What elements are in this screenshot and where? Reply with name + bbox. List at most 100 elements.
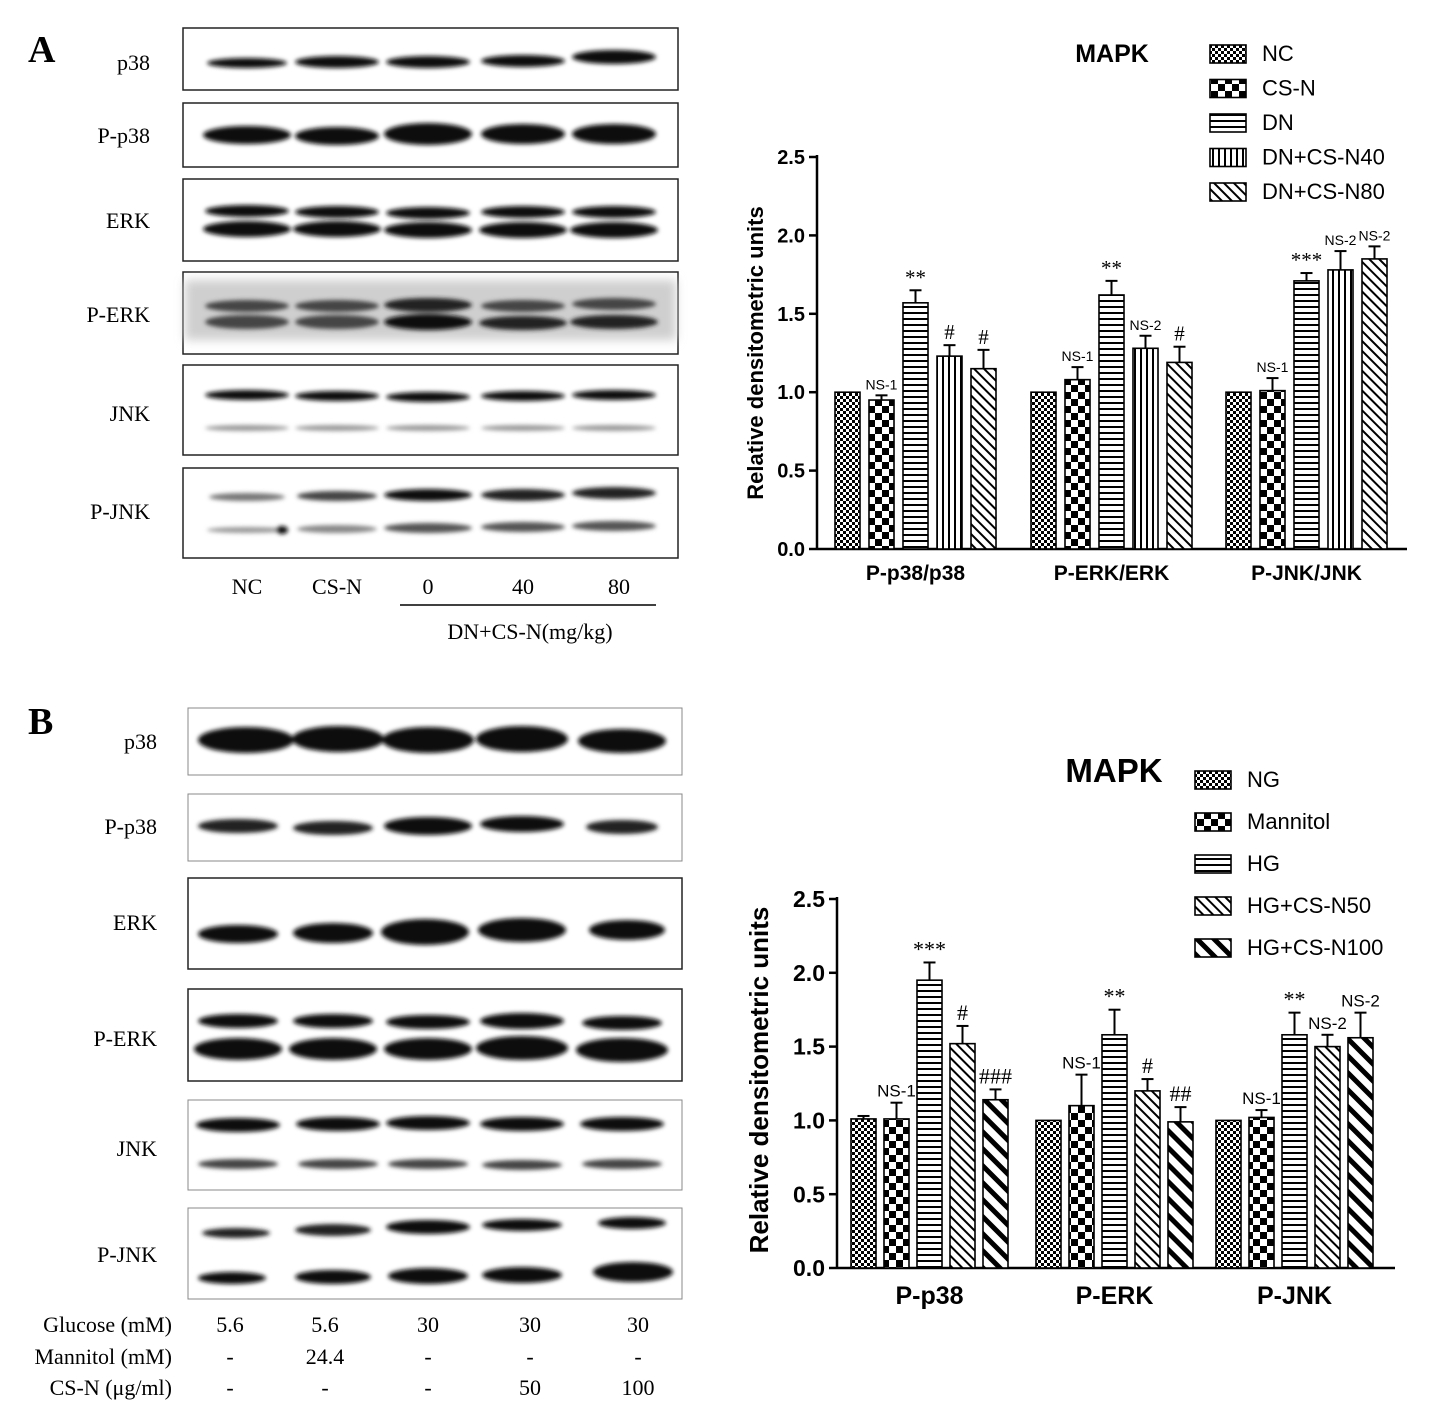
panel-letter: B bbox=[28, 701, 53, 743]
bar bbox=[1134, 1090, 1161, 1269]
x-category-label: P-ERK/ERK bbox=[1054, 562, 1170, 585]
bar bbox=[1068, 1104, 1095, 1269]
condition-label: CS-N (μg/ml) bbox=[50, 1375, 172, 1400]
legend-label: HG bbox=[1247, 851, 1280, 876]
bar bbox=[902, 302, 929, 550]
legend-swatch bbox=[1209, 147, 1247, 168]
bar bbox=[850, 1118, 877, 1269]
blot-frame bbox=[182, 178, 679, 262]
condition-value: 30 bbox=[417, 1312, 439, 1337]
significance-label: NS-1 bbox=[1242, 1089, 1281, 1108]
significance-label: NS-1 bbox=[877, 1082, 916, 1101]
blot-frame bbox=[187, 1099, 683, 1191]
bar bbox=[949, 1042, 976, 1269]
condition-value: 100 bbox=[622, 1375, 655, 1400]
significance-label: ** bbox=[1104, 984, 1126, 1009]
significance-label: NS-1 bbox=[1257, 359, 1289, 375]
significance-label: NS-2 bbox=[1130, 317, 1162, 333]
y-tick-label: 2.0 bbox=[777, 225, 805, 247]
blot-row-label: ERK bbox=[113, 910, 157, 935]
legend-swatch bbox=[1194, 896, 1232, 916]
blot-row-label: P-p38 bbox=[97, 123, 150, 148]
significance-label: NS-2 bbox=[1308, 1014, 1347, 1033]
significance-label: # bbox=[1142, 1053, 1153, 1078]
bar bbox=[883, 1118, 910, 1269]
y-tick-label: 1.0 bbox=[793, 1107, 825, 1133]
blot-row-label: P-ERK bbox=[93, 1026, 157, 1051]
bar bbox=[1215, 1119, 1242, 1269]
x-category-label: P-JNK/JNK bbox=[1251, 562, 1362, 585]
condition-value: 30 bbox=[519, 1312, 541, 1337]
band-row bbox=[207, 50, 656, 68]
y-tick-label: 2.0 bbox=[793, 960, 825, 986]
chart-title: MAPK bbox=[1065, 752, 1162, 789]
blot-row-label: JNK bbox=[110, 401, 150, 426]
condition-table: Glucose (mM) 5.6 5.6 30 30 30 Mannitol (… bbox=[35, 1312, 655, 1400]
bar bbox=[1314, 1045, 1341, 1269]
blot-row-label: ERK bbox=[106, 208, 150, 233]
x-category-label: P-ERK bbox=[1076, 1282, 1154, 1310]
y-tick-label: 0.0 bbox=[793, 1255, 825, 1281]
bar bbox=[1347, 1036, 1374, 1269]
significance-label: ## bbox=[1170, 1081, 1192, 1106]
x-category-label: P-p38/p38 bbox=[866, 562, 966, 585]
blot-frame bbox=[182, 364, 679, 456]
blot-row-label: P-JNK bbox=[97, 1242, 157, 1267]
y-axis-label: Relative densitometric units bbox=[743, 206, 768, 499]
legend-label: NG bbox=[1247, 767, 1280, 792]
chart-title: MAPK bbox=[1075, 40, 1149, 68]
bar-chart-a: 0.0 0.5 1.0 1.5 2.0 2.5 Relative densitometric… bbox=[743, 40, 1407, 585]
blot-row-label: P-ERK bbox=[86, 302, 150, 327]
legend-label: DN+CS-N40 bbox=[1262, 145, 1385, 170]
lane-label: NC bbox=[232, 574, 263, 599]
significance-label: *** bbox=[913, 936, 946, 961]
y-tick-label: 1.0 bbox=[777, 382, 805, 404]
band-row bbox=[203, 205, 658, 238]
legend-swatch bbox=[1209, 182, 1247, 202]
panel-a: A p38 P-p38 ERK bbox=[28, 27, 1407, 644]
legend-swatch bbox=[1209, 78, 1247, 99]
condition-value: - bbox=[226, 1344, 233, 1369]
condition-value: 5.6 bbox=[311, 1312, 339, 1337]
legend-label: DN bbox=[1262, 110, 1294, 135]
condition-value: 50 bbox=[519, 1375, 541, 1400]
band-row bbox=[205, 390, 656, 431]
lane-label: 0 bbox=[423, 574, 434, 599]
legend-label: HG+CS-N50 bbox=[1247, 893, 1371, 918]
band-row bbox=[198, 816, 658, 835]
condition-value: - bbox=[424, 1344, 431, 1369]
lane-label: CS-N bbox=[312, 574, 362, 599]
legend-label: HG+CS-N100 bbox=[1247, 935, 1383, 960]
blot-row-label: P-p38 bbox=[104, 814, 157, 839]
condition-value: 5.6 bbox=[216, 1312, 244, 1337]
bar bbox=[1293, 280, 1320, 550]
blot-row-label: P-JNK bbox=[90, 499, 150, 524]
blot-row-label: p38 bbox=[124, 729, 157, 754]
condition-label: Mannitol (mM) bbox=[35, 1344, 173, 1369]
significance-label: *** bbox=[1291, 248, 1323, 272]
band-row bbox=[196, 1116, 664, 1170]
y-tick-label: 1.5 bbox=[777, 304, 805, 326]
condition-value: 24.4 bbox=[306, 1344, 345, 1369]
y-tick-label: 0.5 bbox=[793, 1181, 825, 1207]
panel-b: B p38 P-p38 ERK bbox=[28, 701, 1395, 1400]
bar bbox=[1327, 269, 1354, 550]
western-blot-a: p38 P-p38 ERK bbox=[86, 27, 679, 644]
bar bbox=[936, 355, 963, 550]
significance-label: NS-1 bbox=[866, 376, 898, 392]
y-tick-label: 2.5 bbox=[793, 886, 825, 912]
legend-swatch bbox=[1194, 938, 1232, 958]
bar bbox=[1101, 1033, 1128, 1269]
x-category-label: P-JNK bbox=[1257, 1282, 1332, 1310]
bar bbox=[1030, 391, 1057, 550]
significance-label: # bbox=[978, 325, 989, 349]
bar bbox=[1167, 1121, 1194, 1269]
legend-label: CS-N bbox=[1262, 76, 1316, 101]
significance-label: ** bbox=[1101, 256, 1122, 280]
y-tick-label: 2.5 bbox=[777, 147, 805, 169]
band-row bbox=[194, 1013, 668, 1062]
bar bbox=[970, 367, 997, 550]
y-tick-label: 0.5 bbox=[777, 461, 805, 483]
band-row bbox=[198, 726, 666, 753]
bar-chart-b: 0.0 0.5 1.0 1.5 2.0 2.5 Relative densitometric… bbox=[744, 752, 1395, 1310]
